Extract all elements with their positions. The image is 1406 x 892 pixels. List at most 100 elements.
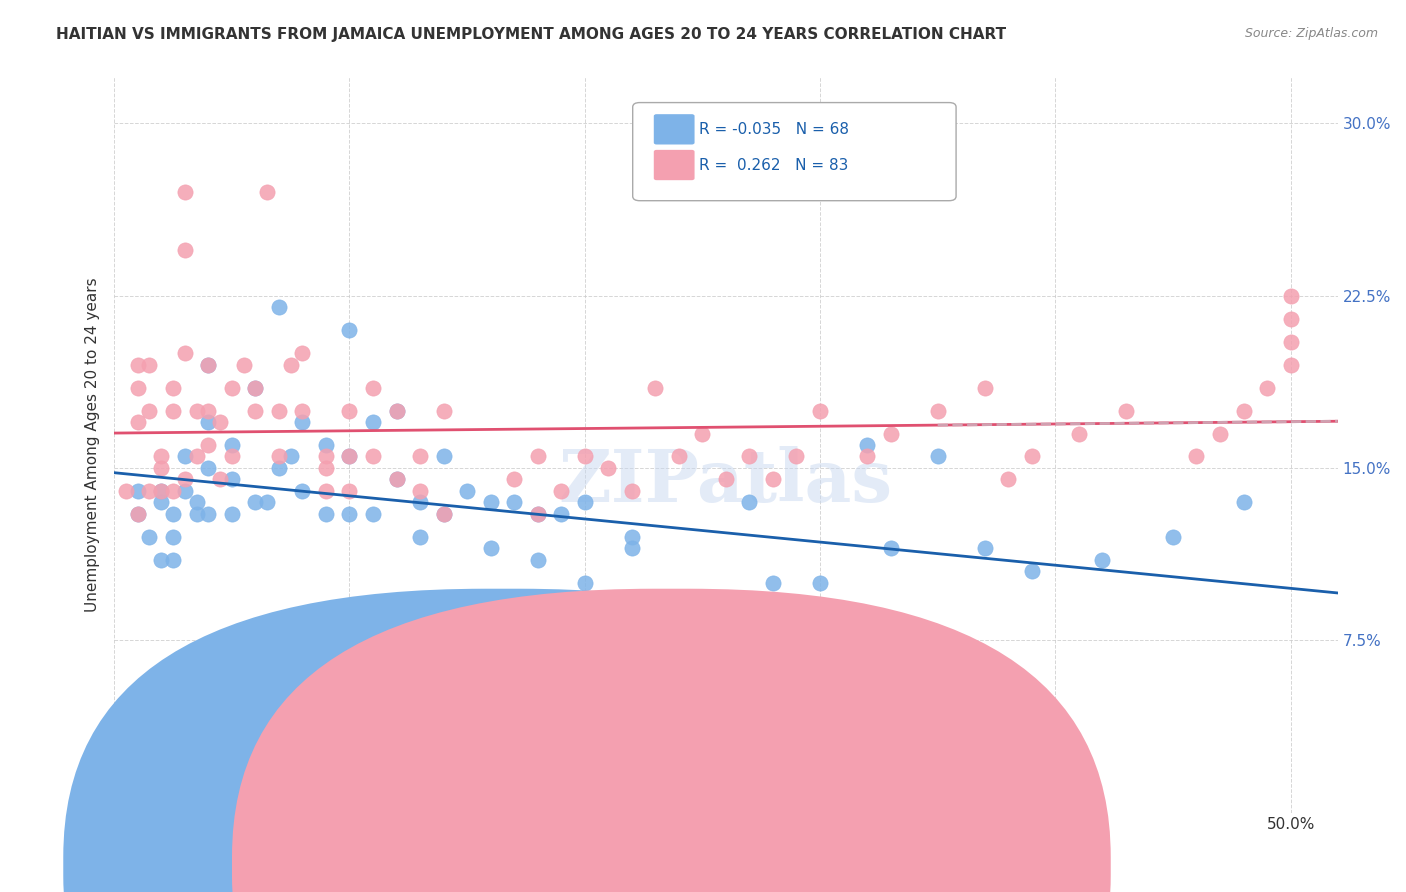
Point xyxy=(315,438,337,452)
Point xyxy=(197,415,219,429)
Point xyxy=(197,438,219,452)
Point xyxy=(221,380,243,394)
Point xyxy=(232,358,254,372)
Point xyxy=(620,530,643,544)
Point xyxy=(162,530,184,544)
Point xyxy=(526,450,548,464)
Point xyxy=(762,472,785,486)
Text: HAITIAN VS IMMIGRANTS FROM JAMAICA UNEMPLOYMENT AMONG AGES 20 TO 24 YEARS CORREL: HAITIAN VS IMMIGRANTS FROM JAMAICA UNEMP… xyxy=(56,27,1007,42)
Point xyxy=(186,507,208,521)
Point xyxy=(432,507,454,521)
Point xyxy=(1091,553,1114,567)
Point xyxy=(197,461,219,475)
Point xyxy=(668,450,690,464)
Point xyxy=(173,450,195,464)
Point xyxy=(221,472,243,486)
Point xyxy=(409,495,432,509)
Point xyxy=(550,483,572,498)
Point xyxy=(186,403,208,417)
Point xyxy=(738,450,761,464)
Point xyxy=(245,380,267,394)
Point xyxy=(162,380,184,394)
Point xyxy=(1021,565,1043,579)
Point xyxy=(550,507,572,521)
Point xyxy=(1021,450,1043,464)
Point xyxy=(409,450,432,464)
Point xyxy=(973,380,995,394)
Point xyxy=(115,483,138,498)
Text: Source: ZipAtlas.com: Source: ZipAtlas.com xyxy=(1244,27,1378,40)
Point xyxy=(620,483,643,498)
Point xyxy=(856,438,879,452)
Point xyxy=(409,530,432,544)
Point xyxy=(1279,288,1302,302)
Point xyxy=(808,403,831,417)
Point xyxy=(692,426,714,441)
Point xyxy=(256,186,278,200)
Point xyxy=(339,450,361,464)
Point xyxy=(280,450,302,464)
Point xyxy=(245,495,267,509)
Point xyxy=(150,483,173,498)
Point xyxy=(339,507,361,521)
Point xyxy=(1279,311,1302,326)
Point xyxy=(714,690,737,705)
Point xyxy=(409,483,432,498)
Point xyxy=(127,507,149,521)
Point xyxy=(668,633,690,648)
Point xyxy=(503,472,526,486)
Point xyxy=(714,472,737,486)
Point xyxy=(692,667,714,681)
Point xyxy=(127,415,149,429)
Point xyxy=(385,472,408,486)
Point xyxy=(138,530,160,544)
Point xyxy=(291,483,314,498)
Point xyxy=(162,483,184,498)
Point xyxy=(280,358,302,372)
Point xyxy=(256,495,278,509)
Point xyxy=(1232,403,1254,417)
Point xyxy=(385,472,408,486)
Point xyxy=(162,507,184,521)
Point xyxy=(127,507,149,521)
Point xyxy=(1232,495,1254,509)
Point xyxy=(138,483,160,498)
Point xyxy=(315,461,337,475)
Text: R = -0.035   N = 68: R = -0.035 N = 68 xyxy=(699,122,849,136)
Point xyxy=(479,541,502,556)
Point xyxy=(361,507,384,521)
Point xyxy=(173,186,195,200)
Point xyxy=(385,403,408,417)
Point xyxy=(291,346,314,360)
Point xyxy=(315,450,337,464)
Point xyxy=(526,553,548,567)
Point xyxy=(267,403,290,417)
Point xyxy=(856,450,879,464)
Point xyxy=(598,633,620,648)
Y-axis label: Unemployment Among Ages 20 to 24 years: Unemployment Among Ages 20 to 24 years xyxy=(86,277,100,612)
Point xyxy=(526,507,548,521)
Point xyxy=(291,403,314,417)
Point xyxy=(503,495,526,509)
Text: Immigrants from Jamaica: Immigrants from Jamaica xyxy=(703,859,896,874)
Point xyxy=(315,483,337,498)
Point xyxy=(738,495,761,509)
Point xyxy=(267,450,290,464)
Point xyxy=(997,472,1019,486)
Point xyxy=(150,495,173,509)
Point xyxy=(267,461,290,475)
Point xyxy=(267,300,290,314)
Text: R =  0.262   N = 83: R = 0.262 N = 83 xyxy=(699,158,848,172)
Point xyxy=(1279,358,1302,372)
Point xyxy=(432,403,454,417)
Point xyxy=(150,553,173,567)
Point xyxy=(339,323,361,337)
Point xyxy=(574,450,596,464)
Point xyxy=(598,461,620,475)
Text: ZIPatlas: ZIPatlas xyxy=(558,446,893,517)
Point xyxy=(173,346,195,360)
Point xyxy=(150,461,173,475)
Point xyxy=(1279,334,1302,349)
Point xyxy=(432,507,454,521)
Point xyxy=(339,403,361,417)
